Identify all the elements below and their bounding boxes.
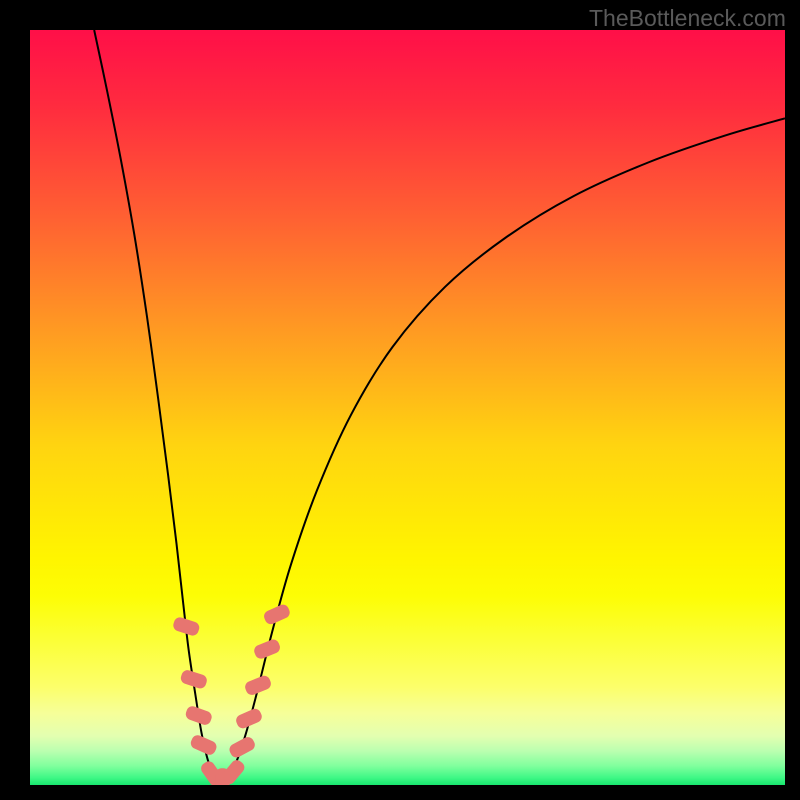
frame-right bbox=[785, 0, 800, 800]
chart-svg bbox=[30, 30, 785, 785]
watermark-text: TheBottleneck.com bbox=[589, 5, 786, 32]
gradient-background bbox=[30, 30, 785, 785]
plot-area bbox=[30, 30, 785, 785]
frame-bottom bbox=[0, 785, 800, 800]
frame-left bbox=[0, 0, 30, 800]
